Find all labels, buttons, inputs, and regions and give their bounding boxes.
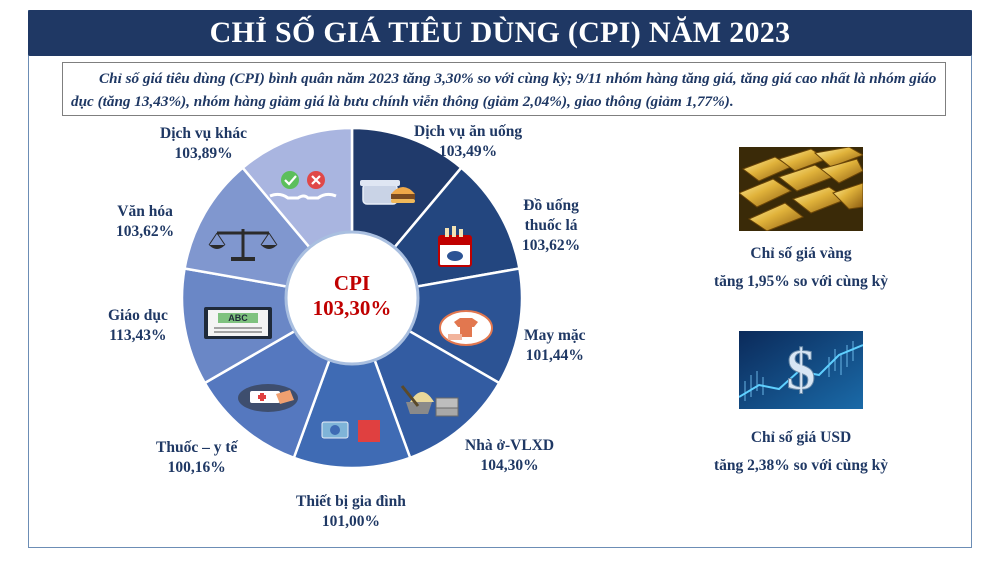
segment-label-dich-vu-an-uong: Dịch vụ ăn uống 103,49% (414, 123, 523, 160)
segment-label-thiet-bi-gia-dinh: Thiết bị gia đình 101,00% (296, 493, 406, 530)
segment-label-may-mac: May mặc 101,44% (524, 327, 586, 364)
dollar-sign-icon: $ (739, 331, 863, 409)
segment-label-giao-duc: Giáo dục 113,43% (108, 307, 168, 344)
svg-text:$: $ (787, 337, 816, 402)
segment-label-do-uong-thuoc-la: Đồ uống thuốc lá 103,62% (522, 197, 581, 254)
page-title: CHỈ SỐ GIÁ TIÊU DÙNG (CPI) NĂM 2023 (28, 10, 972, 56)
gold-bars-icon (739, 147, 863, 231)
segment-label-van-hoa: Văn hóa 103,62% (116, 203, 175, 240)
summary-text: Chỉ số giá tiêu dùng (CPI) bình quân năm… (62, 62, 946, 116)
segment-label-thuoc-y-te: Thuốc – y tế 100,16% (156, 439, 238, 476)
usd-price-caption: Chỉ số giá USD tăng 2,38% so với cùng kỳ (714, 429, 888, 474)
gold-price-caption: Chỉ số giá vàng tăng 1,95% so với cùng kỳ (714, 245, 888, 290)
segment-label-nha-o-vlxd: Nhà ở-VLXD 104,30% (465, 437, 555, 474)
segment-label-dich-vu-khac: Dịch vụ khác 103,89% (160, 125, 247, 162)
